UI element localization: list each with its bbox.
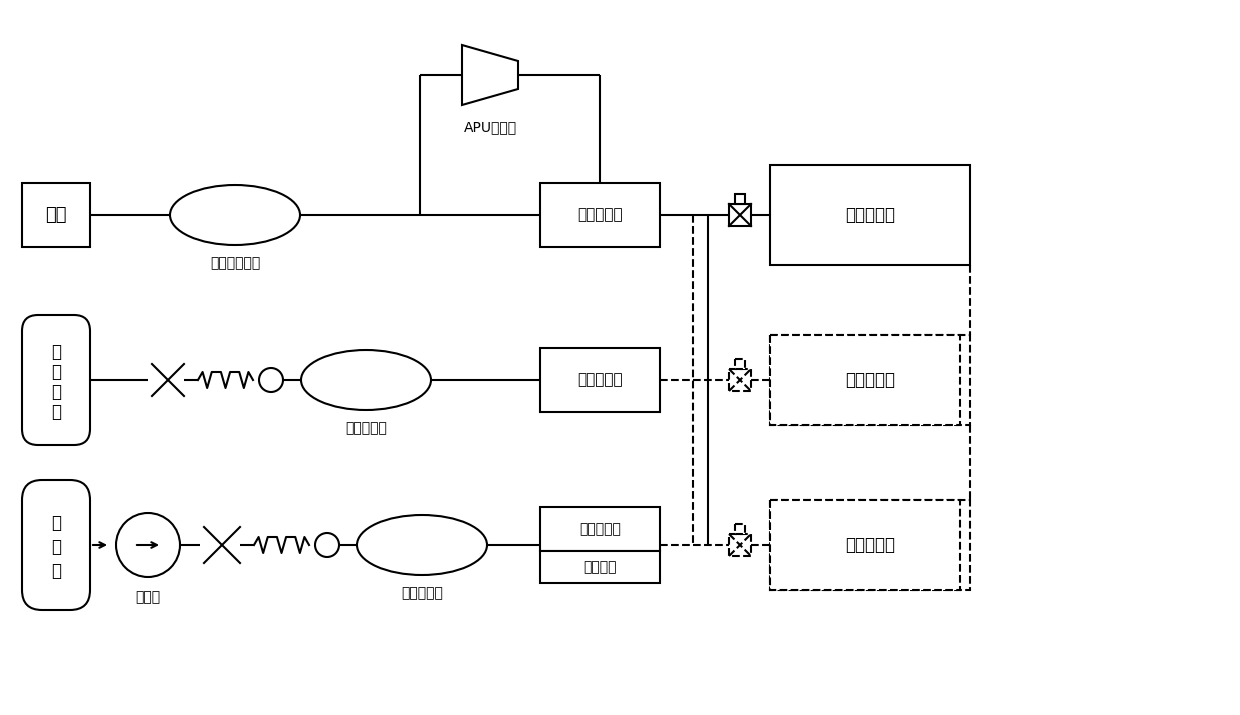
FancyBboxPatch shape: [22, 315, 91, 445]
Text: 液氧气化器: 液氧气化器: [345, 421, 387, 435]
Bar: [735, 359, 745, 369]
Text: 大气: 大气: [45, 206, 67, 224]
Text: 燃油分配器: 燃油分配器: [579, 522, 621, 536]
Text: 燃油泵: 燃油泵: [135, 590, 160, 604]
Text: 氧气分配器: 氧气分配器: [577, 373, 622, 388]
Bar: [539, 348, 660, 412]
Text: 液: 液: [51, 343, 61, 361]
Text: 爆震燃烧室: 爆震燃烧室: [844, 371, 895, 389]
Text: 进气分配器: 进气分配器: [577, 207, 622, 222]
Text: 爆震燃烧室: 爆震燃烧室: [844, 536, 895, 554]
Bar: [22, 183, 91, 247]
Text: 燃油加热器: 燃油加热器: [401, 586, 443, 600]
Text: 爆震燃烧室: 爆震燃烧室: [844, 206, 895, 224]
Bar: [539, 183, 660, 247]
Bar: [770, 165, 970, 265]
Bar: [729, 204, 751, 226]
Text: 筒: 筒: [51, 403, 61, 421]
Text: 储: 储: [51, 383, 61, 401]
Ellipse shape: [170, 185, 300, 245]
Ellipse shape: [301, 350, 432, 410]
Text: 飞行器进气道: 飞行器进气道: [210, 256, 260, 270]
Bar: [735, 524, 745, 534]
Polygon shape: [463, 45, 518, 105]
FancyBboxPatch shape: [22, 480, 91, 610]
Ellipse shape: [357, 515, 487, 575]
Text: 氧: 氧: [51, 363, 61, 381]
Text: 电加热器: 电加热器: [583, 560, 616, 574]
Bar: [539, 507, 660, 551]
Text: APU压缩机: APU压缩机: [464, 120, 517, 134]
Bar: [735, 194, 745, 204]
Text: 筒: 筒: [51, 562, 61, 580]
Text: 料: 料: [51, 538, 61, 556]
Bar: [729, 369, 751, 391]
Bar: [770, 500, 970, 590]
Bar: [770, 335, 960, 425]
Bar: [770, 500, 960, 590]
Bar: [539, 551, 660, 583]
Bar: [770, 335, 970, 425]
Bar: [729, 534, 751, 556]
Text: 燃: 燃: [51, 514, 61, 532]
